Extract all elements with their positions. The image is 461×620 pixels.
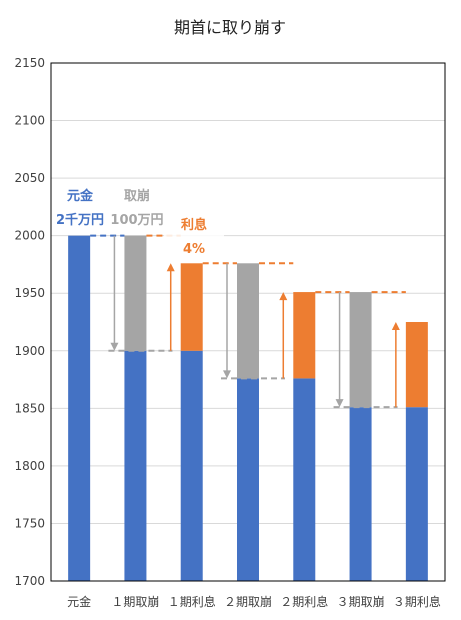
annotation-title: 利息	[181, 217, 207, 233]
annotation-title: 元金	[67, 188, 94, 204]
connectors	[90, 234, 406, 409]
x-tick-label: １期利息	[168, 594, 216, 609]
arrow-head	[391, 322, 400, 330]
bar-base	[349, 407, 372, 581]
y-tick-label: 1900	[14, 344, 45, 358]
bar-base	[68, 235, 91, 581]
interest-arrow	[279, 292, 288, 379]
y-tick-label: 1800	[14, 459, 45, 473]
x-tick-label: １期取崩	[111, 595, 159, 609]
annotation-value: 100万円	[110, 213, 163, 228]
withdrawal-arrow	[110, 235, 119, 351]
annotation-bg	[50, 184, 110, 228]
bar-change	[349, 292, 372, 408]
annotation-bg	[107, 184, 167, 228]
annotation-value: 4%	[183, 242, 205, 257]
x-axis-ticks: 元金 １期取崩 １期利息 ２期取崩 ２期利息 ３期取崩 ３期利息	[67, 594, 441, 609]
x-tick-label: ２期利息	[280, 594, 328, 609]
bar-base	[180, 350, 203, 581]
y-tick-label: 2150	[14, 56, 45, 70]
y-tick-label: 1700	[14, 574, 45, 588]
arrow-head	[110, 342, 119, 351]
annotation-value: 2千万円	[56, 212, 104, 228]
y-axis-ticks: 1700 1750 1800 1850 1900 1950 2000 2050 2100 2150	[14, 56, 45, 588]
arrow-head	[223, 370, 231, 379]
arrow-head	[166, 263, 175, 272]
plot-area-frame	[50, 62, 446, 582]
bar-change	[180, 263, 203, 351]
withdrawal-arrow	[223, 263, 231, 379]
bar-change	[405, 322, 428, 408]
annotation-bg	[164, 213, 224, 257]
y-tick-label: 2000	[14, 229, 45, 243]
interest-arrow	[166, 263, 175, 351]
withdrawal-arrow	[335, 292, 344, 408]
x-tick-label: ３期利息	[393, 594, 441, 609]
bar-base	[124, 350, 147, 581]
bar-change	[237, 263, 259, 379]
interest-arrow	[391, 322, 400, 408]
bar-base	[293, 378, 316, 581]
y-tick-label: 2100	[14, 114, 45, 128]
y-tick-label: 1950	[14, 286, 45, 300]
y-tick-label: 1850	[14, 401, 45, 415]
y-tick-label: 1750	[14, 516, 45, 530]
annotation-title: 取崩	[124, 188, 150, 204]
arrow-head	[335, 399, 344, 408]
bar-change	[124, 235, 147, 351]
y-tick-label: 2050	[14, 171, 45, 185]
bar-change	[293, 292, 316, 379]
bar-base	[237, 378, 259, 581]
bars	[68, 235, 428, 581]
chart-title: 期首に取り崩す	[174, 18, 286, 37]
x-tick-label: ２期取崩	[224, 595, 272, 609]
arrow-head	[279, 292, 288, 301]
x-tick-label: 元金	[67, 594, 91, 609]
annotations: 元金 2千万円 取崩 100万円 利息 4%	[50, 184, 224, 257]
x-tick-label: ３期取崩	[337, 595, 385, 609]
bar-base	[405, 407, 428, 581]
